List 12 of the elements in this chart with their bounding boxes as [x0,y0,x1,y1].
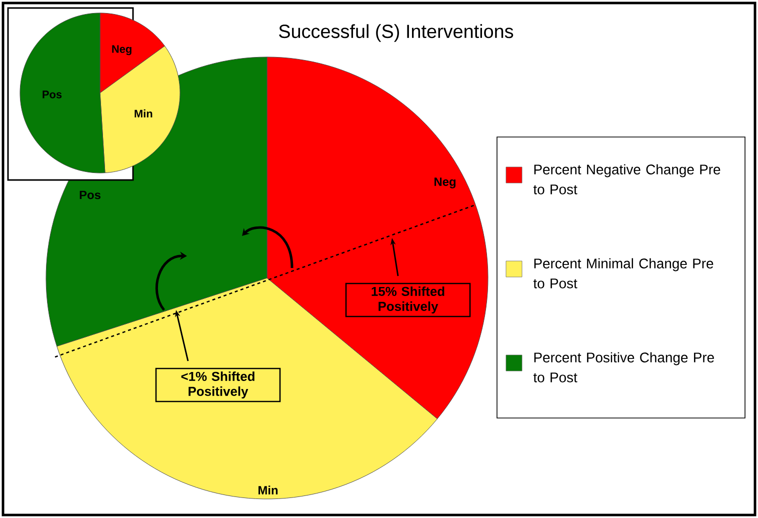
text: 15% Shifted Positively [372,286,444,314]
text: Neg [434,178,456,188]
slice-label: Neg [112,45,132,56]
text: <1% Shifted Positively [181,371,254,398]
text: Min [258,486,278,494]
slice-label: Pos [42,90,62,98]
legend-label: Percent Negative Change Pre to Post [533,164,720,194]
legend-label: Percent Positive Change Pre to Post [533,352,714,382]
legend-label: Percent Minimal Change Pre to Post [533,258,714,288]
text: Pos [80,190,100,200]
slice-label: Min [134,109,152,118]
chart-title: Successful (S) Interventions [279,24,514,42]
